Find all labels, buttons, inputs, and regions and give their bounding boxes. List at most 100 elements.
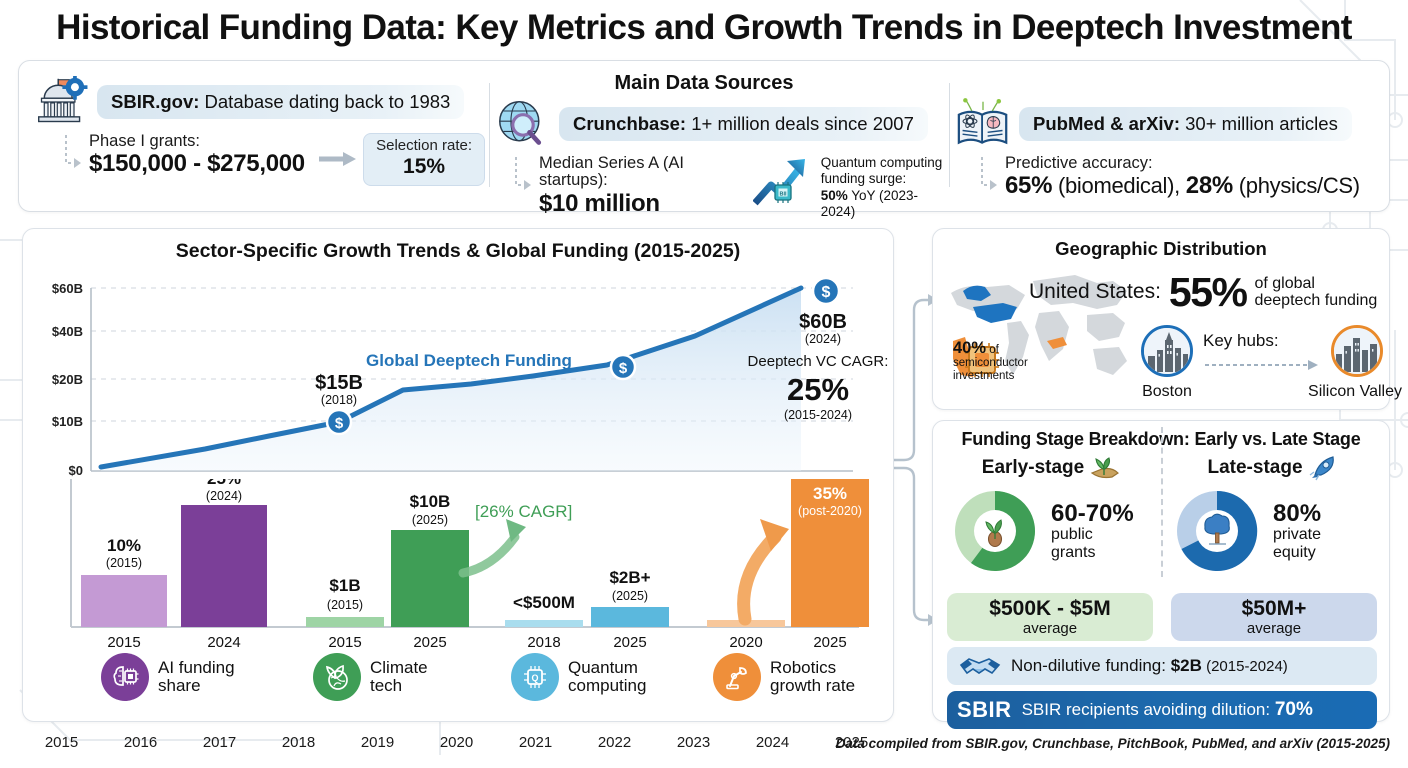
legend-item-ai[interactable]: AI funding share bbox=[101, 653, 235, 701]
cagr-callout: [26% CAGR] bbox=[475, 502, 572, 521]
bar-ai-2024[interactable] bbox=[181, 505, 267, 627]
sbir-stat-value: $150,000 - $275,000 bbox=[89, 150, 305, 178]
early-stage-amount-box: $500K - $5M average bbox=[947, 593, 1153, 641]
right-arrow-icon bbox=[319, 152, 357, 167]
non-dilutive-value: $2B bbox=[1170, 656, 1202, 675]
source-pill-sbir: SBIR.gov: Database dating back to 1983 bbox=[97, 84, 465, 120]
sbir-dilution-label: SBIR recipients avoiding dilution: bbox=[1021, 700, 1275, 719]
world-map-icon bbox=[951, 275, 1127, 377]
non-dilutive-text: Non-dilutive funding: $2B (2015-2024) bbox=[1011, 656, 1288, 676]
source-card-crunchbase: Crunchbase: 1+ million deals since 2007 … bbox=[495, 75, 945, 219]
crunchbase-stat-value: $10 million bbox=[539, 189, 660, 217]
source-card-pubmed: PubMed & arXiv: 30+ million articles Pre… bbox=[955, 75, 1379, 201]
bar-ai-2015[interactable] bbox=[81, 575, 167, 627]
bar-year-quantum-2018: 2018 bbox=[527, 634, 560, 651]
legend-item-quantum[interactable]: Q Quantum computing bbox=[511, 653, 646, 701]
data-marker-2018[interactable]: $ bbox=[325, 408, 353, 436]
sbir-stat-label: Phase I grants: bbox=[89, 132, 200, 150]
geographic-distribution-panel: Geographic Distribution bbox=[932, 228, 1402, 410]
bar-climate-2025[interactable] bbox=[391, 530, 469, 627]
funding-stage-panel: Funding Stage Breakdown: Early vs. Late … bbox=[932, 420, 1390, 729]
pubmed-biomed-label: (biomedical), bbox=[1052, 173, 1186, 199]
late-stage-amount-box: $50M+ average bbox=[1171, 593, 1377, 641]
bar-robotics-2025[interactable] bbox=[791, 479, 869, 627]
crunchbase-stat-label: Median Series A (AI startups): bbox=[539, 154, 684, 190]
bar-year-quantum-2025: 2025 bbox=[613, 634, 646, 651]
quantum-note-line1: Quantum computing bbox=[820, 155, 943, 170]
us-share-stat: United States: 55% of global deeptech fu… bbox=[1029, 272, 1377, 313]
dotted-arrow-icon bbox=[65, 135, 81, 168]
early-stage-stat: 60-70% public grants bbox=[943, 485, 1159, 577]
early-stage-sub1: public bbox=[1051, 526, 1093, 544]
robotics-arrow-head bbox=[760, 519, 789, 551]
timeline-year-axis: 2015 2016 2017 2018 2019 2020 2021 2022 … bbox=[22, 727, 894, 757]
late-stage-values: 80% private equity bbox=[1273, 501, 1321, 561]
early-stage-amount-label: average bbox=[1022, 620, 1078, 638]
sbir-dilution-value: 70% bbox=[1274, 699, 1313, 720]
marker-label-2024: $60B bbox=[799, 311, 847, 333]
early-stage-pct: 60-70% bbox=[1051, 500, 1134, 528]
bar-label-climate-2015: $1B bbox=[329, 576, 360, 595]
source-desc: Database dating back to 1983 bbox=[199, 90, 451, 112]
dotted-arrow-icon bbox=[981, 157, 997, 190]
timeline-year: 2023 bbox=[676, 733, 711, 751]
semiconductor-text: 40% of semiconductor investments bbox=[953, 339, 1028, 383]
non-dilutive-label: Non-dilutive funding: bbox=[1011, 656, 1171, 675]
bar-year-robotics-2025: 2025 bbox=[813, 634, 846, 651]
cagr-annotation-period: (2015-2024) bbox=[784, 408, 852, 422]
sector-legend: AI funding share Climate tech bbox=[23, 647, 895, 717]
sector-bar-chart[interactable]: 10% (2015) 25% (2024) 2015 2024 $1B (201… bbox=[23, 479, 895, 723]
late-stage-sub2: equity bbox=[1273, 543, 1316, 561]
handshake-icon bbox=[959, 658, 1001, 675]
late-stage-amount: $50M+ bbox=[1241, 597, 1307, 620]
boston-skyline-icon bbox=[1141, 325, 1193, 377]
ytick-0: $0 bbox=[69, 463, 83, 478]
bar-year-climate-2015: 2015 bbox=[328, 634, 361, 651]
pubmed-physics-label: (physics/CS) bbox=[1232, 173, 1360, 199]
marker-label-2018: $15B bbox=[315, 372, 363, 394]
bar-climate-2015[interactable] bbox=[306, 617, 384, 627]
bar-quantum-2018[interactable] bbox=[505, 620, 583, 627]
bar-label-quantum-2025: $2B+ bbox=[609, 568, 650, 587]
late-stage-pct: 80% bbox=[1273, 500, 1322, 528]
bar-label-ai-2024: 25% bbox=[207, 479, 241, 488]
source-name: Crunchbase: bbox=[573, 112, 687, 134]
ai-chip-brain-icon bbox=[101, 653, 149, 701]
chart-title: Sector-Specific Growth Trends & Global F… bbox=[175, 240, 741, 262]
rocket-icon bbox=[1309, 456, 1334, 481]
late-stage-amount-label: average bbox=[1246, 620, 1302, 638]
non-dilutive-funding-bar: Non-dilutive funding: $2B (2015-2024) bbox=[947, 647, 1377, 685]
early-stage-donut-chart[interactable] bbox=[949, 485, 1041, 577]
cagr-arrow-curve bbox=[458, 532, 520, 578]
sprout-hand-icon bbox=[1091, 457, 1120, 479]
timeline-year: 2018 bbox=[281, 733, 316, 751]
source-pill-crunchbase: Crunchbase: 1+ million deals since 2007 bbox=[559, 106, 928, 142]
page-title: Historical Funding Data: Key Metrics and… bbox=[56, 8, 1352, 47]
us-share-sub: of global deeptech funding bbox=[1254, 275, 1377, 310]
ytick-40b: $40B bbox=[52, 324, 83, 339]
data-marker-2022[interactable]: $ bbox=[609, 353, 637, 381]
early-stage-column: Early-stage bbox=[943, 455, 1159, 577]
source-name: PubMed & arXiv: bbox=[1033, 112, 1180, 134]
legend-item-robotics[interactable]: Robotics growth rate bbox=[713, 653, 855, 701]
selection-rate-value: 15% bbox=[403, 154, 446, 178]
timeline-year: 2015 bbox=[44, 733, 79, 751]
timeline-year: 2019 bbox=[360, 733, 395, 751]
key-hubs-label: Key hubs: bbox=[1203, 331, 1279, 350]
data-marker-2024[interactable]: $ bbox=[811, 276, 841, 306]
bar-quantum-2025[interactable] bbox=[591, 607, 669, 627]
semiconductor-stat: 40% of semiconductor investments bbox=[953, 339, 1028, 383]
timeline-year: 2025 bbox=[834, 733, 869, 751]
sbir-dilution-text: SBIR recipients avoiding dilution: 70% bbox=[1022, 699, 1313, 721]
late-stage-donut-chart[interactable] bbox=[1171, 485, 1263, 577]
source-pill-pubmed: PubMed & arXiv: 30+ million articles bbox=[1019, 106, 1352, 142]
non-dilutive-period: (2015-2024) bbox=[1201, 658, 1288, 675]
global-funding-line-chart[interactable]: $60B $40B $20B $10B $0 Global Deeptech F… bbox=[23, 271, 895, 501]
legend-item-climate[interactable]: Climate tech bbox=[313, 653, 428, 701]
bar-year-robotics-2020: 2020 bbox=[729, 634, 762, 651]
quantum-chip-icon: Q bbox=[511, 653, 559, 701]
pubmed-physics-pct: 28% bbox=[1185, 172, 1233, 200]
legend-label-robotics: Robotics growth rate bbox=[770, 657, 856, 695]
timeline-year: 2022 bbox=[597, 733, 632, 751]
